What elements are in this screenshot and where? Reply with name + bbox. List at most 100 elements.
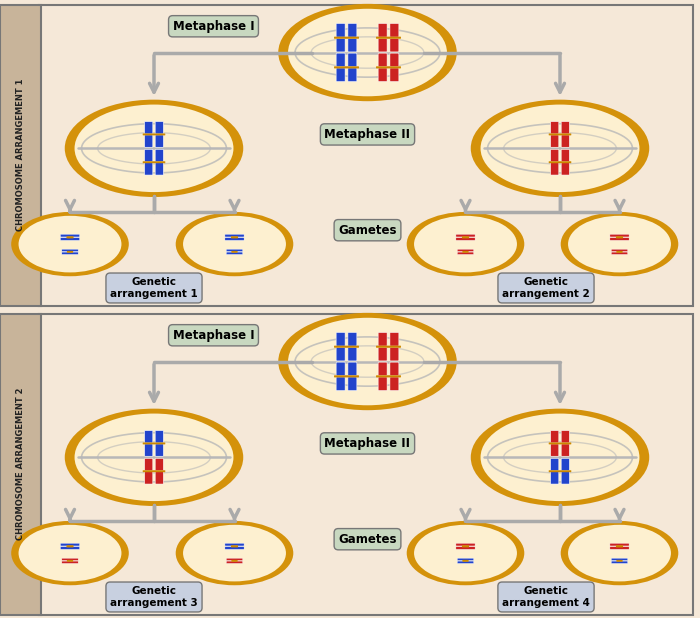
Ellipse shape [11,521,129,585]
Text: CHROMOSOME ARRANGEMENT 1: CHROMOSOME ARRANGEMENT 1 [16,78,25,231]
Text: Metaphase I: Metaphase I [173,20,254,33]
FancyBboxPatch shape [60,238,80,240]
FancyBboxPatch shape [390,347,399,361]
FancyBboxPatch shape [378,38,387,52]
FancyBboxPatch shape [66,236,74,239]
Ellipse shape [182,523,287,582]
FancyBboxPatch shape [226,558,243,561]
Ellipse shape [470,99,650,197]
FancyBboxPatch shape [462,545,469,548]
FancyBboxPatch shape [155,431,163,443]
FancyBboxPatch shape [155,459,163,471]
Text: CHROMOSOME ARRANGEMENT 2: CHROMOSOME ARRANGEMENT 2 [16,387,25,540]
FancyBboxPatch shape [60,547,80,549]
Ellipse shape [480,103,640,193]
FancyBboxPatch shape [390,23,399,37]
FancyBboxPatch shape [232,560,237,562]
FancyBboxPatch shape [143,442,165,444]
FancyBboxPatch shape [390,332,399,346]
Ellipse shape [11,212,129,276]
FancyBboxPatch shape [155,135,163,147]
FancyBboxPatch shape [66,545,74,548]
FancyBboxPatch shape [62,252,78,255]
FancyBboxPatch shape [155,444,163,456]
FancyBboxPatch shape [226,561,243,564]
FancyBboxPatch shape [616,236,623,239]
FancyBboxPatch shape [348,347,357,361]
Ellipse shape [567,523,672,582]
FancyBboxPatch shape [611,558,628,561]
FancyBboxPatch shape [462,236,469,239]
FancyBboxPatch shape [390,53,399,67]
FancyBboxPatch shape [378,347,387,361]
FancyBboxPatch shape [336,377,345,391]
FancyBboxPatch shape [348,68,357,82]
FancyBboxPatch shape [67,560,73,562]
Text: Genetic
arrangement 2: Genetic arrangement 2 [502,277,590,298]
Ellipse shape [64,408,244,506]
FancyBboxPatch shape [336,38,345,52]
FancyBboxPatch shape [336,23,345,37]
FancyBboxPatch shape [226,249,243,252]
Ellipse shape [18,214,122,273]
FancyBboxPatch shape [561,472,569,484]
FancyBboxPatch shape [610,547,629,549]
Ellipse shape [561,521,678,585]
FancyBboxPatch shape [334,345,359,348]
FancyBboxPatch shape [561,135,569,147]
FancyBboxPatch shape [456,238,475,240]
FancyBboxPatch shape [610,234,629,237]
Ellipse shape [18,523,122,582]
FancyBboxPatch shape [561,122,569,134]
FancyBboxPatch shape [348,332,357,346]
FancyBboxPatch shape [231,236,238,239]
FancyBboxPatch shape [551,472,559,484]
FancyBboxPatch shape [143,133,165,135]
FancyBboxPatch shape [457,252,474,255]
FancyBboxPatch shape [225,547,244,549]
FancyBboxPatch shape [611,561,628,564]
FancyBboxPatch shape [463,560,468,562]
FancyBboxPatch shape [348,38,357,52]
FancyBboxPatch shape [390,377,399,391]
FancyBboxPatch shape [348,53,357,67]
Ellipse shape [279,4,456,101]
Ellipse shape [561,212,678,276]
FancyBboxPatch shape [336,362,345,376]
FancyBboxPatch shape [67,251,73,253]
FancyBboxPatch shape [376,66,401,69]
FancyBboxPatch shape [551,135,559,147]
FancyBboxPatch shape [617,560,622,562]
FancyBboxPatch shape [62,558,78,561]
FancyBboxPatch shape [336,53,345,67]
FancyBboxPatch shape [334,36,359,39]
FancyBboxPatch shape [463,251,468,253]
Ellipse shape [413,523,518,582]
FancyBboxPatch shape [336,347,345,361]
FancyBboxPatch shape [617,251,622,253]
Ellipse shape [287,316,448,407]
Bar [0,4,41,306]
FancyBboxPatch shape [390,362,399,376]
FancyBboxPatch shape [457,249,474,252]
FancyBboxPatch shape [616,545,623,548]
FancyBboxPatch shape [456,543,475,546]
FancyBboxPatch shape [155,472,163,484]
Ellipse shape [470,408,650,506]
FancyBboxPatch shape [457,561,474,564]
FancyBboxPatch shape [561,431,569,443]
Ellipse shape [176,212,293,276]
Ellipse shape [567,214,672,273]
FancyBboxPatch shape [336,68,345,82]
FancyBboxPatch shape [145,122,153,134]
FancyBboxPatch shape [145,150,153,162]
FancyBboxPatch shape [60,234,80,237]
FancyBboxPatch shape [376,36,401,39]
FancyBboxPatch shape [457,558,474,561]
Ellipse shape [480,413,640,502]
FancyBboxPatch shape [231,545,238,548]
FancyBboxPatch shape [62,249,78,252]
FancyBboxPatch shape [549,470,571,472]
Ellipse shape [407,212,524,276]
Ellipse shape [407,521,524,585]
